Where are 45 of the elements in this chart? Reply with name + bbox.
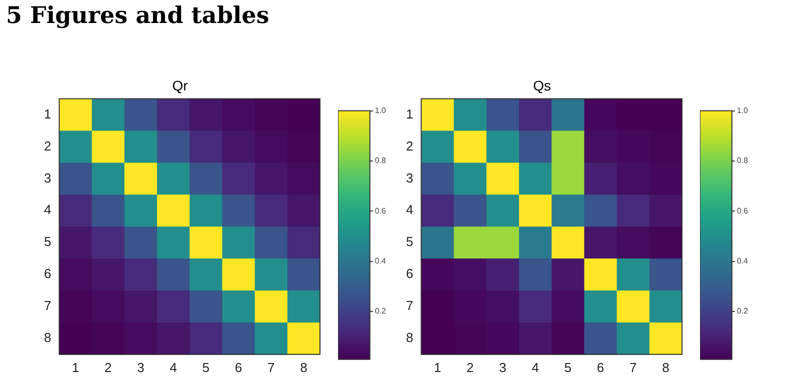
color-bar-label: 1.0 [736, 106, 749, 116]
color-bar-label: 0.4 [374, 256, 387, 266]
y-tick-label: 7 [44, 298, 52, 314]
y-tick-label: 3 [44, 170, 52, 186]
y-tick-label: 8 [44, 330, 52, 346]
y-tick-label: 2 [44, 138, 52, 154]
color-bar-label: 0.8 [736, 156, 749, 166]
x-tick-label: 8 [300, 360, 308, 375]
x-tick-label: 8 [662, 360, 670, 375]
x-tick-label: 1 [72, 360, 80, 375]
chart-title: Qs [533, 77, 551, 94]
color-bar-label: 0.2 [374, 306, 387, 316]
text: 5 Figures and tables [6, 2, 270, 29]
y-tick-label: 1 [406, 106, 414, 122]
x-tick-label: 2 [104, 360, 112, 375]
y-tick-label: 3 [406, 170, 414, 186]
y-tick-label: 6 [44, 266, 52, 282]
x-tick-label: 7 [267, 360, 275, 375]
color-bar-label: 0.6 [374, 206, 387, 216]
x-tick-label: 4 [170, 360, 177, 375]
x-tick-label: 7 [629, 360, 637, 375]
y-tick-label: 5 [406, 234, 414, 250]
chart-title: Qr [172, 77, 188, 94]
x-tick-label: 5 [202, 360, 210, 375]
color-bar-label: 0.2 [736, 306, 749, 316]
x-tick-label: 5 [564, 360, 572, 375]
x-tick-label: 1 [434, 360, 442, 375]
x-tick-label: 6 [234, 360, 242, 375]
y-tick-label: 4 [406, 202, 414, 218]
y-tick-label: 5 [44, 234, 52, 250]
color-bar-label: 1.0 [374, 106, 387, 116]
color-bar-label: 0.8 [374, 156, 387, 166]
x-tick-label: 3 [137, 360, 144, 375]
y-tick-label: 6 [406, 266, 414, 282]
y-tick-label: 2 [406, 138, 414, 154]
y-tick-label: 7 [406, 298, 414, 314]
y-tick-label: 8 [406, 330, 414, 346]
y-tick-label: 4 [44, 202, 52, 218]
color-bar-label: 0.4 [736, 256, 749, 266]
x-tick-label: 2 [466, 360, 474, 375]
x-tick-label: 4 [532, 360, 539, 375]
y-tick-label: 1 [44, 106, 52, 122]
x-tick-label: 6 [596, 360, 604, 375]
color-bar-label: 0.6 [736, 206, 749, 216]
x-tick-label: 3 [499, 360, 506, 375]
